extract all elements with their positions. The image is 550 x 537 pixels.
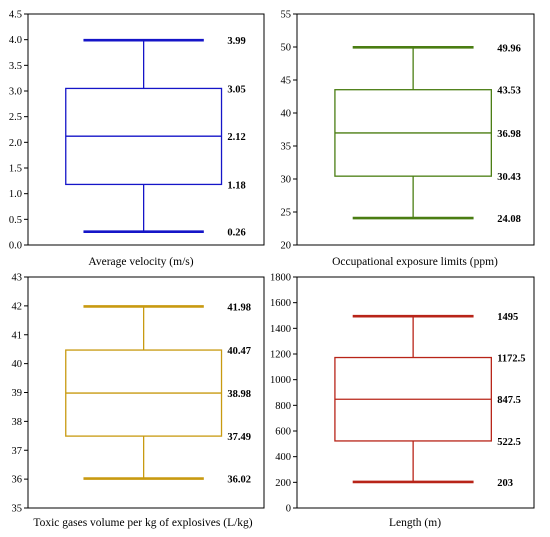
q3-value-label: 43.53: [497, 86, 521, 97]
median-value-label: 36.98: [497, 129, 521, 140]
y-tick-label: 3.5: [9, 61, 22, 72]
max-value-label: 3.99: [227, 36, 245, 47]
plot-frame: [296, 276, 535, 509]
y-tick-label: 1000: [270, 375, 291, 386]
x-axis-label: Toxic gases volume per kg of explosives …: [33, 517, 252, 529]
median-value-label: 847.5: [497, 395, 521, 406]
y-tick-label: 4.0: [9, 35, 22, 46]
y-tick-label: 30: [281, 175, 292, 186]
q3-value-label: 40.47: [227, 346, 251, 357]
y-tick-label: 0.5: [9, 215, 22, 226]
box-plot-panel-2: 20 25 30 35 40 45 50 55 49.96 43.53 36.98 30.43 24.0…: [281, 10, 535, 268]
y-tick-label: 1.0: [9, 189, 22, 200]
q1-value-label: 37.49: [227, 432, 251, 443]
min-value-label: 0.26: [227, 228, 245, 239]
y-tick-label: 43: [12, 273, 23, 284]
x-axis-label: Length (m): [389, 517, 441, 529]
y-tick-label: 600: [275, 427, 291, 438]
y-tick-label: 40: [12, 359, 23, 370]
y-tick-label: 37: [12, 446, 23, 457]
y-tick-label: 4.5: [9, 10, 22, 21]
y-tick-label: 55: [281, 10, 292, 21]
y-tick-label: 1400: [270, 324, 291, 335]
y-tick-label: 35: [12, 504, 23, 515]
box-plot-panel-4: 0 200 400 600 800 1000 1200 1400 1600 1800 1495 117…: [270, 273, 535, 529]
y-tick-label: 2.0: [9, 138, 22, 149]
box-plot-panel-1: 0.0 0.5 1.0 1.5 2.0 2.5 3.0 3.5 4.0 4.5 3.99 3.05 2.…: [9, 10, 265, 268]
min-value-label: 24.08: [497, 214, 521, 225]
y-tick-label: 42: [12, 301, 23, 312]
q1-value-label: 522.5: [497, 437, 521, 448]
q1-value-label: 30.43: [497, 172, 521, 183]
median-value-label: 38.98: [227, 389, 251, 400]
y-tick-label: 1800: [270, 273, 291, 284]
y-tick-label: 45: [281, 76, 292, 87]
median-value-label: 2.12: [227, 132, 245, 143]
y-tick-label: 800: [275, 401, 291, 412]
y-tick-label: 3.0: [9, 87, 22, 98]
y-tick-label: 200: [275, 478, 291, 489]
max-value-label: 49.96: [497, 43, 521, 54]
box-plot-panel-3: 35 36 37 38 39 40 41 42 43 41.98 40.47 38.98 37.49 36…: [12, 273, 265, 529]
q3-value-label: 1172.5: [497, 354, 525, 365]
y-tick-label: 0: [286, 504, 291, 515]
y-tick-label: 0.0: [9, 241, 22, 252]
y-tick-label: 1.5: [9, 164, 22, 175]
y-tick-label: 1600: [270, 298, 291, 309]
max-value-label: 1495: [497, 312, 518, 323]
x-axis-label: Average velocity (m/s): [88, 256, 193, 268]
y-tick-label: 1200: [270, 350, 291, 361]
min-value-label: 203: [497, 478, 513, 489]
plot-frame: [296, 13, 535, 246]
q3-value-label: 3.05: [227, 84, 245, 95]
y-tick-label: 40: [281, 109, 292, 120]
y-tick-label: 20: [281, 241, 292, 252]
y-tick-label: 38: [12, 417, 23, 428]
q1-value-label: 1.18: [227, 180, 245, 191]
y-tick-label: 41: [12, 330, 23, 341]
min-value-label: 36.02: [227, 475, 251, 486]
y-tick-label: 2.5: [9, 112, 22, 123]
y-tick-label: 36: [12, 475, 23, 486]
y-tick-label: 25: [281, 208, 292, 219]
x-axis-label: Occupational exposure limits (ppm): [332, 256, 498, 268]
y-tick-label: 400: [275, 452, 291, 463]
y-tick-label: 35: [281, 142, 292, 153]
y-tick-label: 50: [281, 43, 292, 54]
y-tick-label: 39: [12, 388, 23, 399]
max-value-label: 41.98: [227, 302, 251, 313]
plot-frame: [27, 13, 265, 246]
